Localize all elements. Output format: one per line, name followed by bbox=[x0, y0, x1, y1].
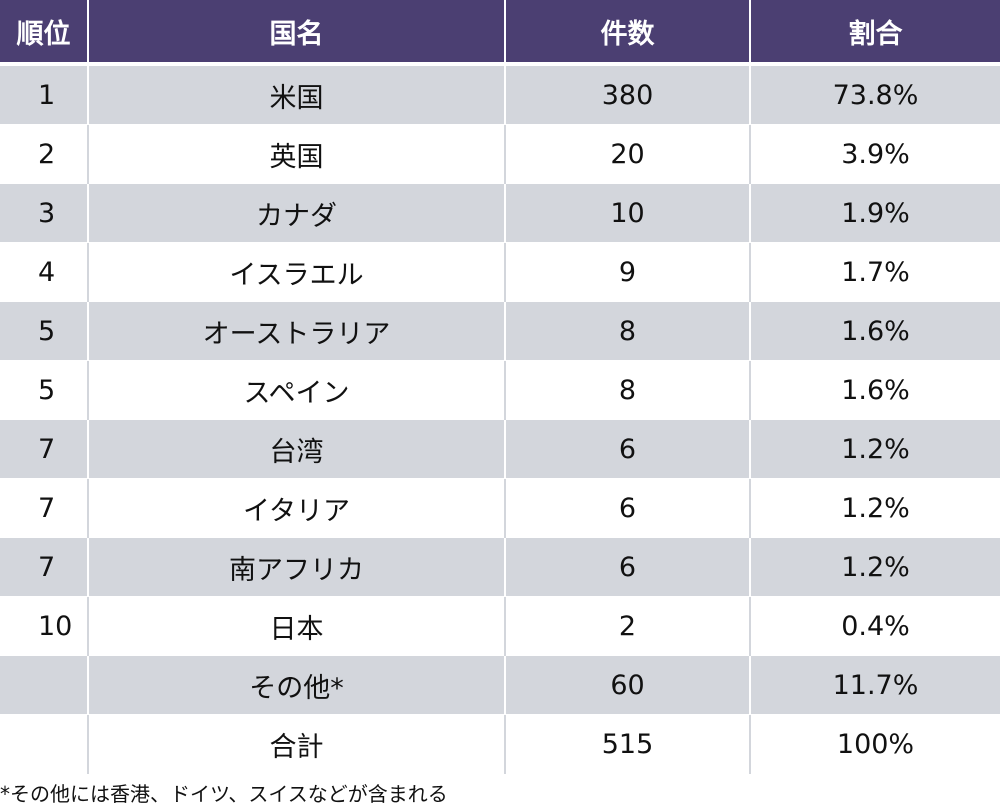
table-row: 3 カナダ 10 1.9% bbox=[0, 183, 1000, 243]
header-count: 件数 bbox=[504, 0, 751, 66]
table-row: 1 米国 380 73.8% bbox=[0, 64, 1000, 125]
country-cell: 英国 bbox=[87, 124, 506, 184]
footnote: *その他には香港、ドイツ、スイスなどが含まれる bbox=[0, 782, 448, 806]
table-header: 順位 国名 件数 割合 bbox=[0, 0, 1000, 66]
ratio-cell: 1.7% bbox=[749, 242, 1000, 302]
header-rank: 順位 bbox=[0, 0, 89, 66]
country-cell: その他* bbox=[87, 655, 506, 715]
count-cell: 380 bbox=[504, 64, 751, 125]
count-cell: 60 bbox=[504, 655, 751, 715]
country-cell: イスラエル bbox=[87, 242, 506, 302]
ratio-cell: 73.8% bbox=[749, 64, 1000, 125]
count-cell: 10 bbox=[504, 183, 751, 243]
country-cell: カナダ bbox=[87, 183, 506, 243]
ratio-cell: 1.2% bbox=[749, 537, 1000, 597]
country-cell: 台湾 bbox=[87, 419, 506, 479]
rank-cell: 10 bbox=[0, 596, 89, 656]
count-cell: 6 bbox=[504, 537, 751, 597]
rank-cell: 7 bbox=[0, 419, 89, 479]
count-cell: 6 bbox=[504, 478, 751, 538]
table-row: 7 台湾 6 1.2% bbox=[0, 419, 1000, 479]
count-cell: 8 bbox=[504, 360, 751, 420]
header-country: 国名 bbox=[87, 0, 506, 66]
ratio-cell: 11.7% bbox=[749, 655, 1000, 715]
ratio-cell: 1.2% bbox=[749, 478, 1000, 538]
table-row: 10 日本 2 0.4% bbox=[0, 596, 1000, 656]
count-cell: 6 bbox=[504, 419, 751, 479]
rank-cell: 4 bbox=[0, 242, 89, 302]
table-row-other: その他* 60 11.7% bbox=[0, 655, 1000, 715]
table-row: 7 イタリア 6 1.2% bbox=[0, 478, 1000, 538]
header-ratio: 割合 bbox=[749, 0, 1000, 66]
ratio-cell: 1.2% bbox=[749, 419, 1000, 479]
count-cell: 20 bbox=[504, 124, 751, 184]
table-row: 7 南アフリカ 6 1.2% bbox=[0, 537, 1000, 597]
count-cell: 515 bbox=[504, 714, 751, 774]
count-cell: 9 bbox=[504, 242, 751, 302]
count-cell: 8 bbox=[504, 301, 751, 361]
country-ranking-table: 順位 国名 件数 割合 1 米国 380 73.8% 2 英国 20 3.9% … bbox=[0, 0, 1000, 774]
rank-cell: 5 bbox=[0, 360, 89, 420]
ratio-cell: 3.9% bbox=[749, 124, 1000, 184]
ratio-cell: 1.6% bbox=[749, 301, 1000, 361]
country-cell: 日本 bbox=[87, 596, 506, 656]
ratio-cell: 1.9% bbox=[749, 183, 1000, 243]
ratio-cell: 1.6% bbox=[749, 360, 1000, 420]
count-cell: 2 bbox=[504, 596, 751, 656]
rank-cell: 2 bbox=[0, 124, 89, 184]
rank-cell: 5 bbox=[0, 301, 89, 361]
country-cell: スペイン bbox=[87, 360, 506, 420]
table-row: 4 イスラエル 9 1.7% bbox=[0, 242, 1000, 302]
table-body: 1 米国 380 73.8% 2 英国 20 3.9% 3 カナダ 10 1.9… bbox=[0, 64, 1000, 774]
ratio-cell: 100% bbox=[749, 714, 1000, 774]
ratio-cell: 0.4% bbox=[749, 596, 1000, 656]
ranking-table-container: 順位 国名 件数 割合 1 米国 380 73.8% 2 英国 20 3.9% … bbox=[0, 0, 1000, 774]
rank-cell bbox=[0, 714, 89, 774]
table-row-total: 合計 515 100% bbox=[0, 714, 1000, 774]
rank-cell bbox=[0, 655, 89, 715]
country-cell: 合計 bbox=[87, 714, 506, 774]
country-cell: 米国 bbox=[87, 64, 506, 125]
country-cell: イタリア bbox=[87, 478, 506, 538]
table-row: 5 スペイン 8 1.6% bbox=[0, 360, 1000, 420]
country-cell: オーストラリア bbox=[87, 301, 506, 361]
rank-cell: 1 bbox=[0, 64, 89, 125]
rank-cell: 7 bbox=[0, 478, 89, 538]
table-row: 5 オーストラリア 8 1.6% bbox=[0, 301, 1000, 361]
rank-cell: 7 bbox=[0, 537, 89, 597]
rank-cell: 3 bbox=[0, 183, 89, 243]
header-row: 順位 国名 件数 割合 bbox=[0, 0, 1000, 66]
table-row: 2 英国 20 3.9% bbox=[0, 124, 1000, 184]
country-cell: 南アフリカ bbox=[87, 537, 506, 597]
